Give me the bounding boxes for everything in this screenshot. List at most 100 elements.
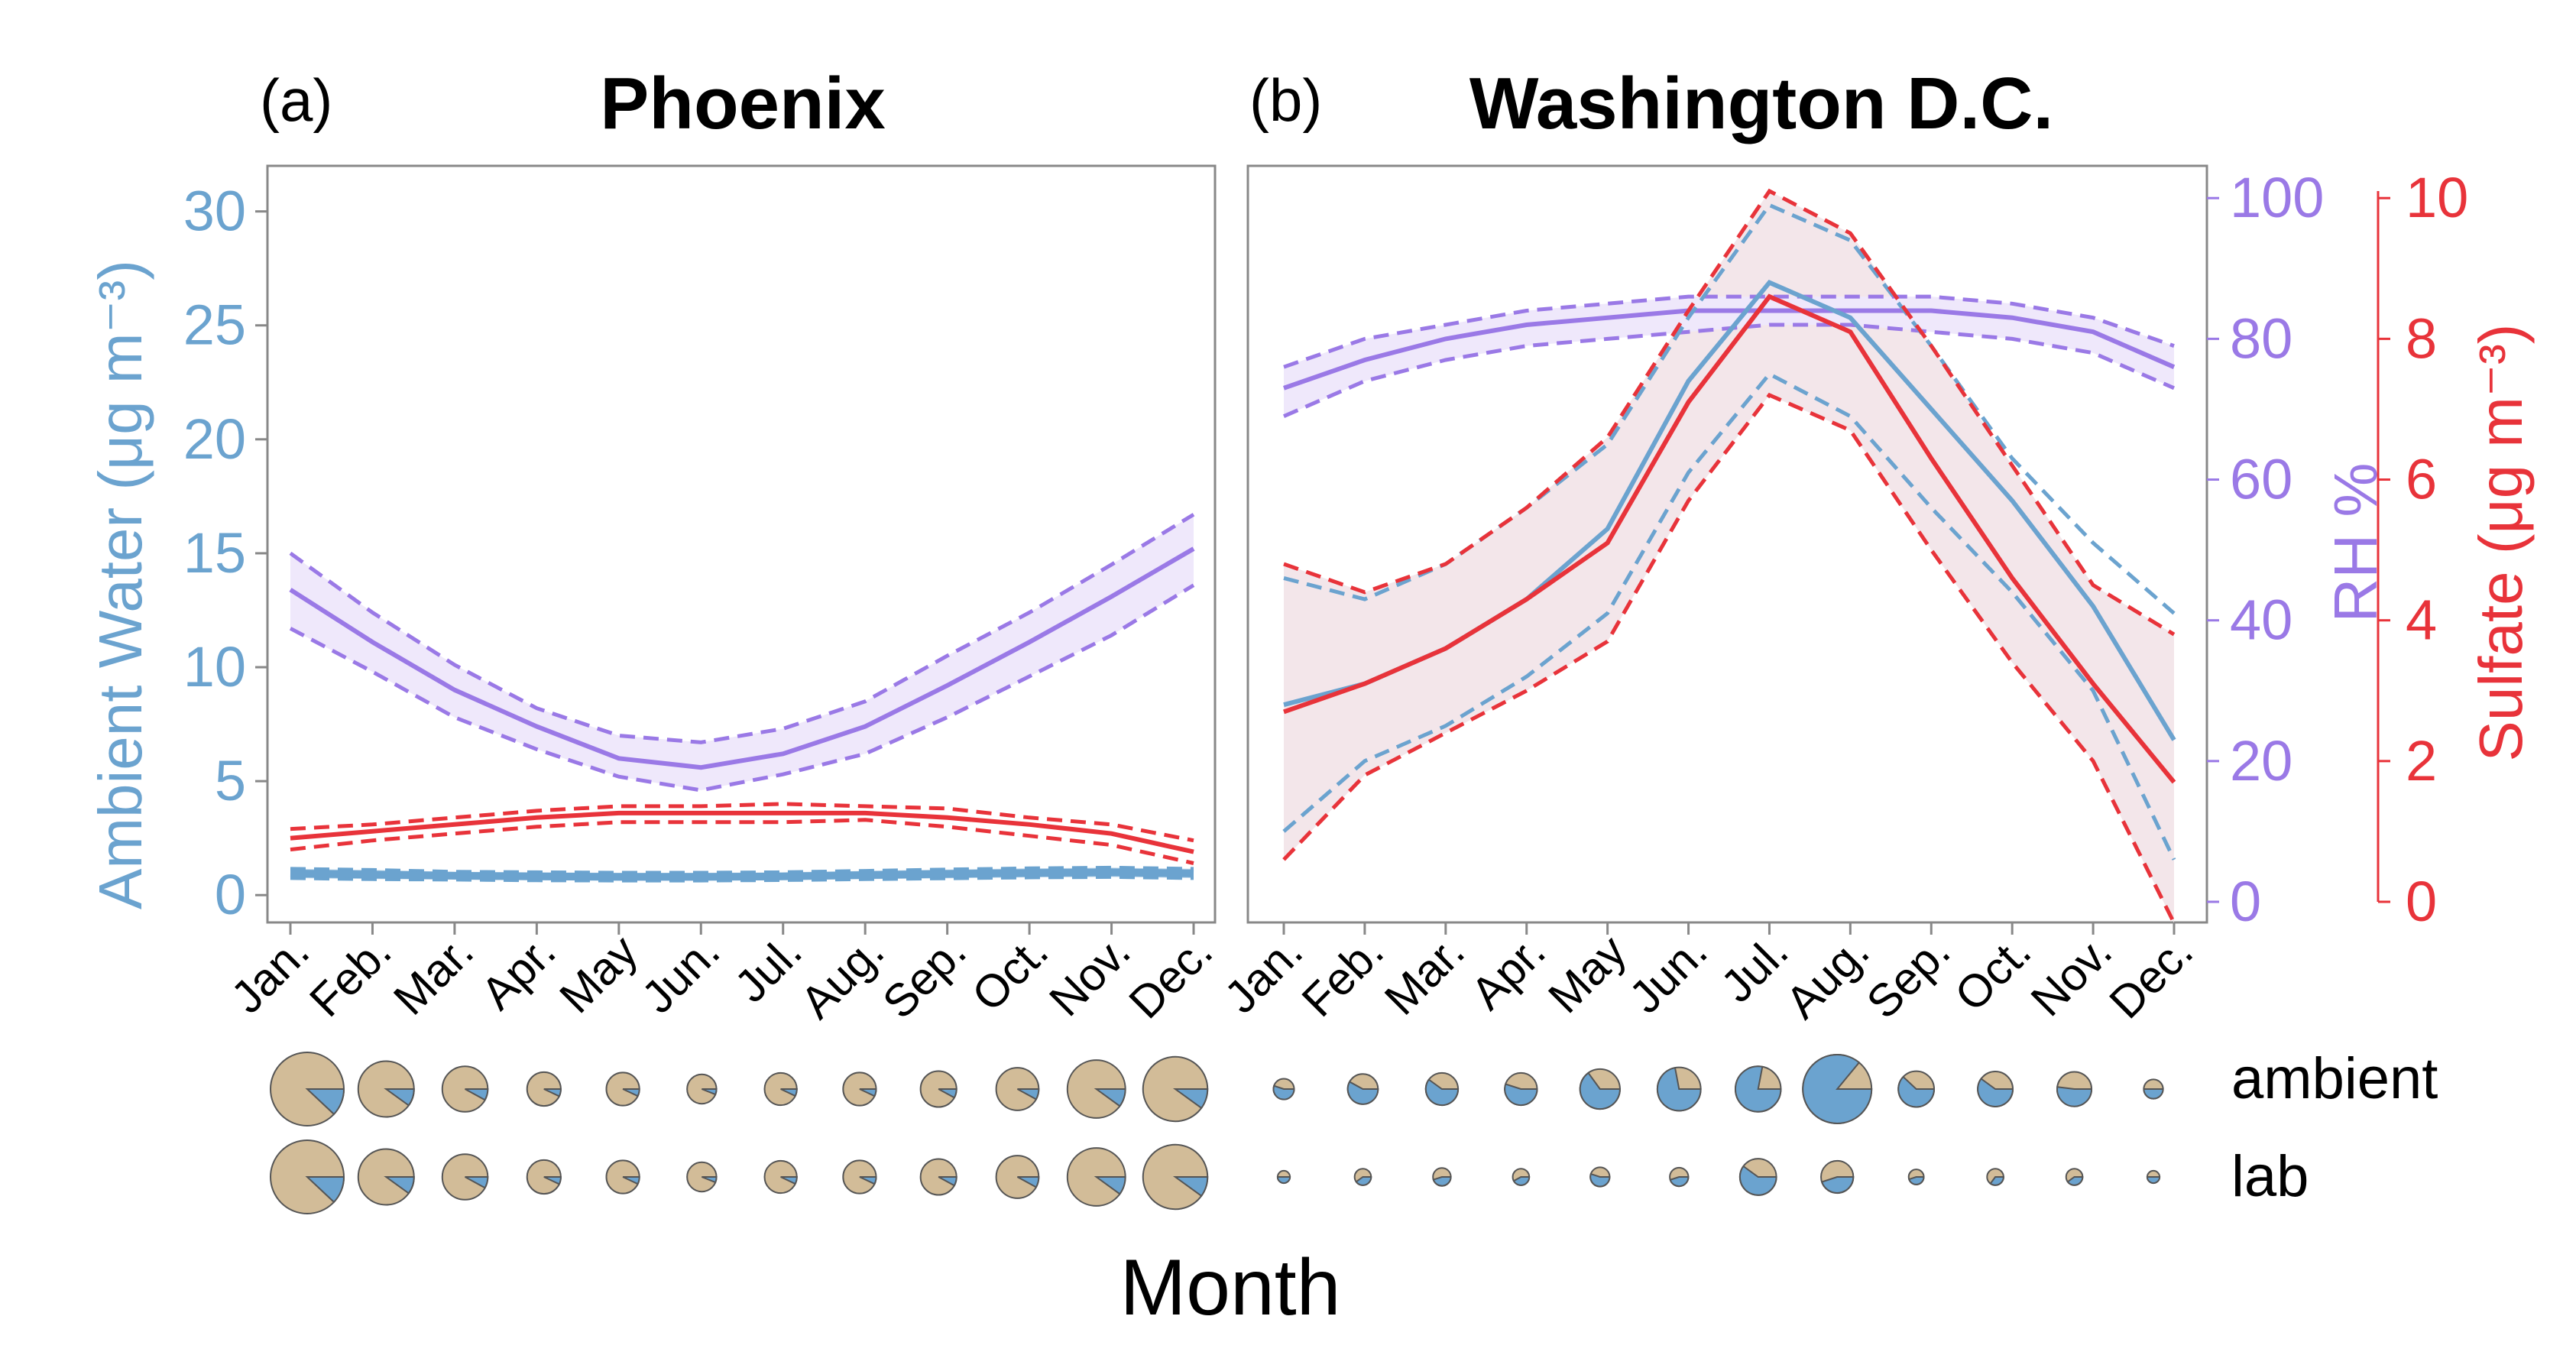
pie-ambient-water bbox=[780, 1088, 798, 1097]
water-lower-bound-line bbox=[1282, 371, 2176, 861]
pie-lab-water bbox=[384, 1176, 415, 1195]
panel-a-title: Phoenix bbox=[600, 63, 885, 144]
pie-lab-water bbox=[2146, 1176, 2161, 1185]
x-tick-label: Aug. bbox=[791, 926, 894, 1029]
panel-b-plot: 0 20 40 60 80 100 0 2 4 6 8 10 Jan.Feb.Mar.Apr.MayJu… bbox=[1215, 166, 2469, 1028]
water-series-line bbox=[290, 868, 1194, 881]
sulfate-tick-label: 10 bbox=[2406, 166, 2468, 229]
pie-lab-water bbox=[859, 1176, 877, 1185]
panel-a-label: (a) bbox=[260, 66, 332, 134]
pie-row-label-lab: lab bbox=[2231, 1144, 2309, 1209]
pie-charts bbox=[270, 1052, 2164, 1214]
pie-lab-water bbox=[780, 1176, 798, 1185]
rh-tick-label: 40 bbox=[2230, 588, 2292, 652]
rh-tick-label: 0 bbox=[2230, 870, 2261, 933]
pie-ambient-water bbox=[1897, 1075, 1936, 1108]
pie-lab-water bbox=[465, 1176, 489, 1189]
x-tick-label: Apr. bbox=[1461, 926, 1555, 1020]
y-tick-label: 25 bbox=[183, 293, 246, 357]
x-tick-label: Sep. bbox=[873, 926, 976, 1029]
left-axis-label: Ambient Water (μg m⁻³) bbox=[86, 260, 154, 909]
sulfate-tick-label: 4 bbox=[2406, 588, 2437, 652]
x-tick-label: Oct. bbox=[1945, 926, 2040, 1021]
x-tick-label: Mar. bbox=[1375, 926, 1474, 1025]
panel-a-frame bbox=[266, 164, 1217, 924]
x-tick-label: May bbox=[1538, 926, 1636, 1023]
pie-ambient-water bbox=[622, 1088, 640, 1097]
pie-lab-water bbox=[1276, 1176, 1291, 1185]
pie-ambient-water bbox=[1735, 1065, 1782, 1113]
pie-ambient-water bbox=[1424, 1078, 1460, 1107]
rh-axis-label: RH % bbox=[2322, 463, 2390, 623]
pie-lab-water bbox=[1669, 1176, 1690, 1188]
rh-series-line bbox=[289, 546, 1195, 770]
sulfate-series-line bbox=[290, 810, 1194, 854]
x-tick-label: Feb. bbox=[300, 926, 400, 1026]
pie-ambient-water bbox=[543, 1088, 562, 1097]
sulfate-series-line bbox=[1283, 293, 2176, 784]
sulfate-upper-bound-line bbox=[290, 802, 1194, 843]
sulfate-tick-label: 2 bbox=[2406, 729, 2437, 793]
x-tick-label: Jun. bbox=[632, 926, 730, 1023]
pie-ambient-water bbox=[2143, 1088, 2164, 1100]
rh-upper-bound-line bbox=[289, 513, 1195, 744]
sulfate-axis-label: Sulfate (μg m⁻³) bbox=[2467, 324, 2535, 762]
x-tick-label: Nov. bbox=[1039, 926, 1139, 1026]
pie-lab-water bbox=[305, 1176, 345, 1204]
y-tick-label: 30 bbox=[183, 180, 246, 243]
x-tick-label: Jan. bbox=[1215, 926, 1313, 1023]
x-tick-label: Sep. bbox=[1857, 926, 1960, 1029]
sulfate-upper-bound-line bbox=[1283, 188, 2176, 637]
pie-ambient-water bbox=[1977, 1078, 2014, 1107]
pie-lab-water bbox=[1820, 1176, 1855, 1194]
pie-lab-water bbox=[1355, 1176, 1372, 1186]
x-tick-label: Nov. bbox=[2021, 926, 2121, 1026]
pie-ambient-water bbox=[2056, 1086, 2093, 1107]
pie-lab-water bbox=[701, 1176, 718, 1184]
pie-ambient-water bbox=[1094, 1088, 1126, 1107]
sulfate-tick-label: 6 bbox=[2406, 448, 2437, 511]
pie-ambient-water bbox=[1802, 1054, 1873, 1124]
pie-lab-water bbox=[543, 1176, 562, 1185]
pie-lab-water bbox=[938, 1176, 957, 1187]
sulfate-lower-bound-line bbox=[1282, 392, 2176, 924]
y-tick-label: 10 bbox=[183, 635, 246, 699]
pie-lab-water bbox=[2066, 1176, 2084, 1186]
rh-tick-label: 60 bbox=[2230, 448, 2292, 511]
rh-series-line bbox=[1283, 308, 2176, 391]
x-tick-label: Aug. bbox=[1776, 926, 1879, 1029]
x-tick-label: Dec. bbox=[1120, 926, 1223, 1029]
rh-upper-bound-line bbox=[1283, 294, 2175, 369]
water-upper-bound-line bbox=[290, 865, 1194, 875]
rh-tick-label: 20 bbox=[2230, 729, 2292, 793]
pie-ambient-water bbox=[384, 1088, 415, 1107]
pie-lab-water bbox=[622, 1176, 640, 1185]
pie-row-label-ambient: ambient bbox=[2231, 1046, 2438, 1111]
pie-ambient-water bbox=[465, 1088, 489, 1101]
panel-a-plot: 051015202530Jan.Feb.Mar.Apr.MayJun.Jul.A… bbox=[183, 180, 1223, 1029]
sulfate-lower-bound-line bbox=[290, 818, 1194, 865]
pie-ambient-water bbox=[701, 1088, 718, 1096]
x-tick-label: May bbox=[549, 926, 647, 1023]
pie-ambient-water bbox=[305, 1088, 345, 1116]
pie-lab-water bbox=[1512, 1176, 1531, 1186]
y-tick-label: 5 bbox=[215, 749, 246, 812]
rh-tick-label: 80 bbox=[2230, 306, 2292, 370]
pie-lab-water bbox=[1172, 1176, 1209, 1198]
pie-lab-water bbox=[1907, 1176, 1925, 1185]
pie-ambient-water bbox=[1272, 1084, 1295, 1101]
x-tick-label: Mar. bbox=[384, 926, 483, 1025]
rh-tick-label: 100 bbox=[2230, 166, 2324, 229]
x-tick-label: Oct. bbox=[962, 926, 1058, 1021]
x-tick-label: Feb. bbox=[1292, 926, 1393, 1026]
pie-ambient-water bbox=[938, 1088, 957, 1099]
pie-ambient-water bbox=[1656, 1067, 1702, 1112]
y-tick-label: 15 bbox=[183, 521, 246, 585]
y-tick-label: 20 bbox=[183, 407, 246, 471]
panel-b-label: (b) bbox=[1249, 66, 1322, 134]
pie-ambient-water bbox=[1016, 1088, 1040, 1101]
pie-lab-water bbox=[1432, 1176, 1452, 1187]
panel-b-frame bbox=[1246, 164, 2208, 924]
panel-b-title: Washington D.C. bbox=[1469, 63, 2053, 144]
